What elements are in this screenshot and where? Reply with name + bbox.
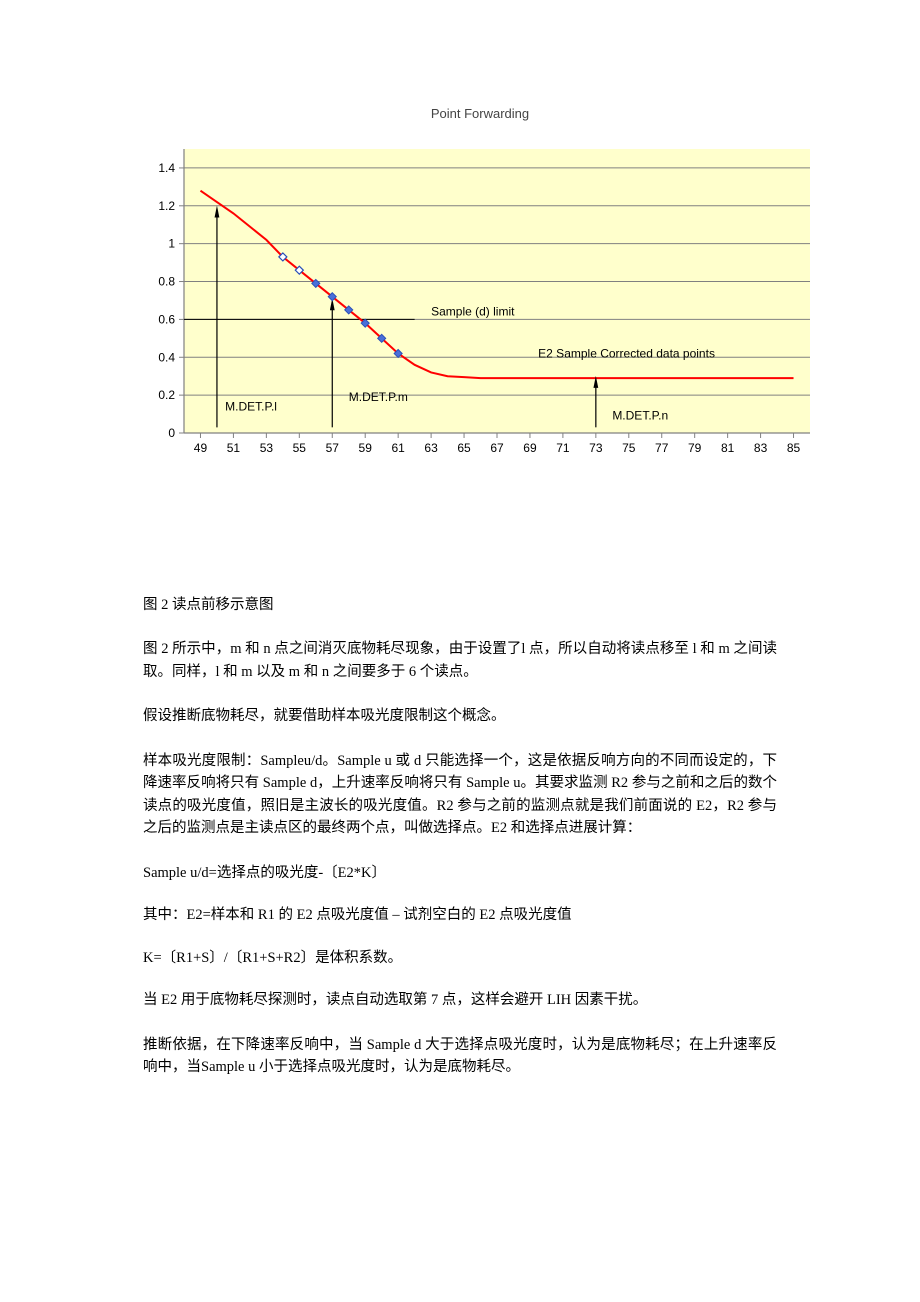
y-tick-label: 0.6 bbox=[158, 312, 175, 326]
x-tick-label: 49 bbox=[194, 441, 208, 455]
x-tick-label: 57 bbox=[326, 441, 340, 455]
x-tick-label: 73 bbox=[589, 441, 603, 455]
y-tick-label: 0 bbox=[168, 426, 175, 440]
paragraph-7: 当 E2 用于底物耗尽探测时，读点自动选取第 7 点，这样会避开 LIH 因素干… bbox=[143, 989, 777, 1011]
plot-area bbox=[184, 149, 810, 433]
y-tick-label: 1.2 bbox=[158, 199, 175, 213]
paragraph-2: 假设推断底物耗尽，就要借助样本吸光度限制这个概念。 bbox=[143, 705, 777, 727]
y-tick-label: 1.4 bbox=[158, 161, 175, 175]
y-tick-label: 0.4 bbox=[158, 350, 175, 364]
paragraph-1: 图 2 所示中，m 和 n 点之间消灭底物耗尽现象，由于设置了l 点，所以自动将… bbox=[143, 638, 777, 683]
x-tick-label: 59 bbox=[359, 441, 373, 455]
label-sample-d-limit: Sample (d) limit bbox=[431, 305, 515, 319]
x-tick-label: 63 bbox=[424, 441, 438, 455]
x-tick-label: 75 bbox=[622, 441, 636, 455]
x-tick-label: 71 bbox=[556, 441, 570, 455]
chart-title: Point Forwarding bbox=[140, 106, 820, 121]
label-e2: E2 Sample Corrected data points bbox=[538, 346, 715, 360]
x-tick-label: 83 bbox=[754, 441, 768, 455]
x-tick-label: 85 bbox=[787, 441, 801, 455]
paragraph-4: Sample u/d=选择点的吸光度-〔E2*K〕 bbox=[143, 862, 777, 884]
figure-caption: 图 2 读点前移示意图 bbox=[143, 594, 777, 616]
x-tick-label: 79 bbox=[688, 441, 702, 455]
y-tick-label: 1 bbox=[168, 237, 175, 251]
paragraph-3: 样本吸光度限制：Sampleu/d。Sample u 或 d 只能选择一个，这是… bbox=[143, 750, 777, 840]
point-forwarding-chart: 0 0.2 0.4 0.6 0.8 1 1.2 1.4 49 51 53 55 57 59 61 63 65 67… bbox=[140, 139, 820, 479]
x-tick-label: 69 bbox=[523, 441, 537, 455]
x-tick-label: 67 bbox=[490, 441, 504, 455]
label-mdet-m: M.DET.P.m bbox=[349, 390, 408, 404]
paragraph-8: 推断依据，在下降速率反响中，当 Sample d 大于选择点吸光度时，认为是底物… bbox=[143, 1034, 777, 1079]
y-tick-label: 0.8 bbox=[158, 275, 175, 289]
x-tick-label: 51 bbox=[227, 441, 241, 455]
y-tick-label: 0.2 bbox=[158, 388, 175, 402]
label-mdet-n: M.DET.P.n bbox=[612, 409, 668, 423]
paragraph-6: K=〔R1+S〕/〔R1+S+R2〕是体积系数。 bbox=[143, 947, 777, 969]
x-tick-label: 65 bbox=[457, 441, 471, 455]
paragraph-5: 其中：E2=样本和 R1 的 E2 点吸光度值 – 试剂空白的 E2 点吸光度值 bbox=[143, 904, 777, 926]
x-tick-label: 53 bbox=[260, 441, 274, 455]
x-tick-label: 77 bbox=[655, 441, 669, 455]
x-tick-label: 55 bbox=[293, 441, 307, 455]
label-mdet-l: M.DET.P.l bbox=[225, 399, 277, 413]
x-tick-label: 81 bbox=[721, 441, 735, 455]
x-tick-label: 61 bbox=[391, 441, 405, 455]
